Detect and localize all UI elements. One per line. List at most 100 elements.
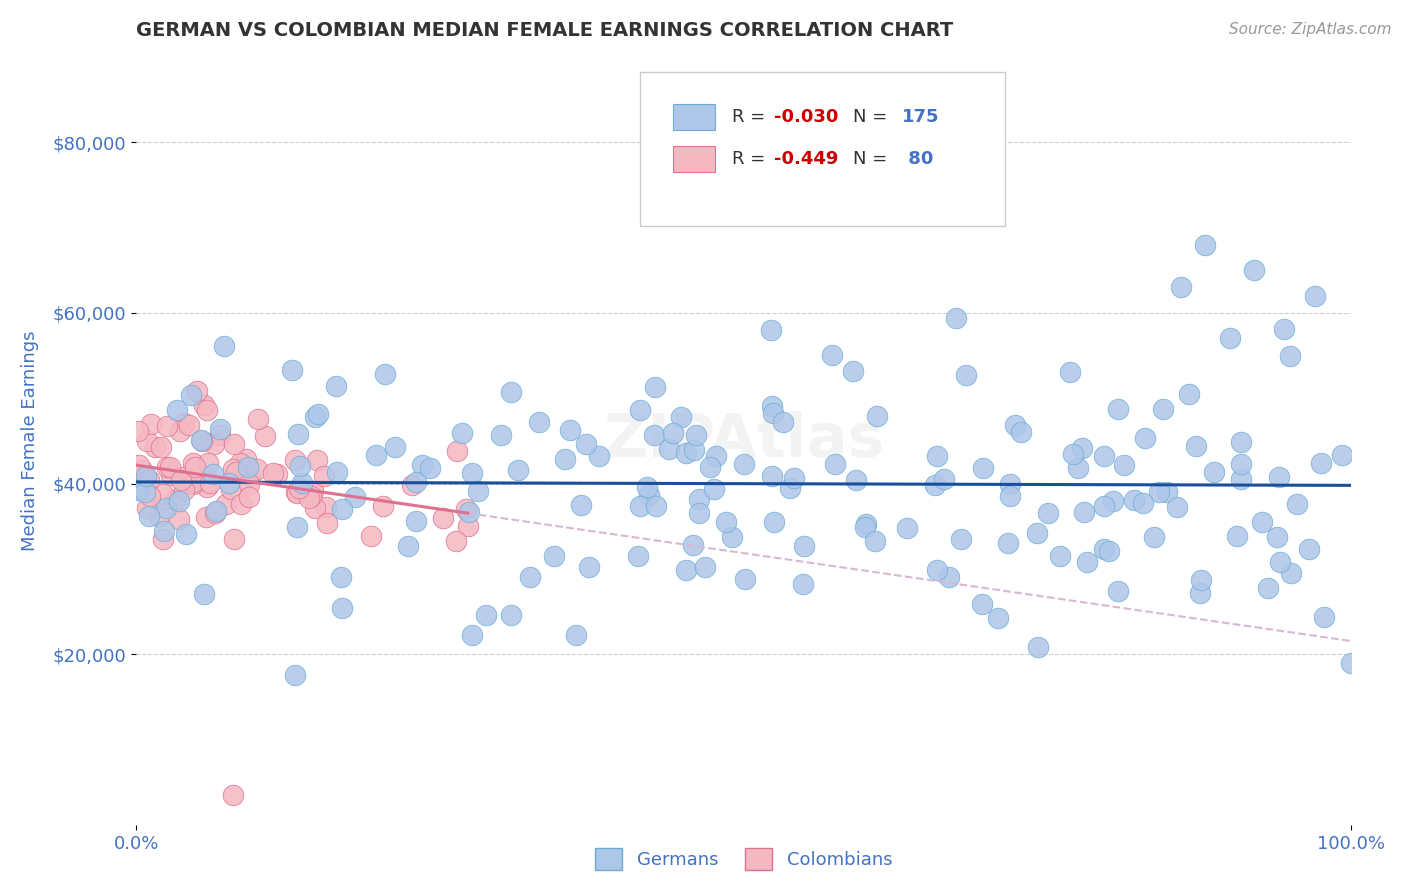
- Point: [183, 475, 205, 489]
- Point: [405, 475, 427, 490]
- Point: [636, 480, 658, 494]
- Point: [682, 538, 704, 552]
- Point: [205, 504, 228, 518]
- Point: [183, 476, 205, 491]
- Point: [987, 611, 1010, 625]
- Point: [344, 491, 367, 505]
- Point: [186, 384, 208, 398]
- Point: [1004, 418, 1026, 433]
- Point: [1135, 431, 1157, 445]
- Point: [564, 627, 586, 641]
- Point: [475, 608, 498, 623]
- Point: [285, 486, 308, 500]
- Text: ZIPAtlas: ZIPAtlas: [603, 411, 884, 470]
- Point: [772, 415, 794, 429]
- Point: [783, 471, 806, 485]
- Point: [793, 540, 815, 554]
- Point: [214, 497, 236, 511]
- Point: [131, 463, 153, 477]
- Point: [683, 442, 706, 457]
- Point: [177, 418, 200, 433]
- Point: [190, 433, 212, 447]
- Point: [285, 520, 308, 534]
- Point: [330, 502, 353, 516]
- Point: [759, 323, 782, 337]
- Point: [246, 462, 269, 476]
- Point: [519, 569, 541, 583]
- Point: [183, 456, 205, 470]
- Point: [554, 452, 576, 467]
- Point: [638, 488, 661, 502]
- Point: [658, 442, 681, 456]
- Point: [688, 506, 710, 520]
- Point: [628, 499, 651, 513]
- Point: [411, 458, 433, 472]
- Point: [1092, 500, 1115, 514]
- Point: [644, 499, 666, 513]
- Point: [1189, 585, 1212, 599]
- Point: [315, 500, 337, 514]
- Point: [159, 467, 181, 482]
- Point: [1310, 456, 1333, 470]
- Point: [198, 475, 221, 490]
- Point: [155, 500, 177, 515]
- Point: [195, 510, 218, 524]
- Point: [1270, 555, 1292, 569]
- Point: [721, 530, 744, 544]
- Point: [371, 499, 394, 513]
- Point: [501, 384, 523, 399]
- Point: [246, 412, 269, 426]
- Point: [824, 457, 846, 471]
- Point: [284, 668, 307, 682]
- Point: [762, 406, 785, 420]
- Text: 80: 80: [901, 150, 934, 168]
- Point: [761, 399, 783, 413]
- Point: [628, 403, 651, 417]
- Point: [955, 368, 977, 383]
- Point: [972, 461, 994, 475]
- Point: [569, 498, 592, 512]
- Point: [1101, 493, 1123, 508]
- Point: [688, 491, 710, 506]
- Point: [193, 398, 215, 412]
- Point: [1112, 458, 1135, 473]
- Point: [169, 494, 191, 508]
- Point: [1107, 401, 1129, 416]
- Point: [183, 459, 205, 474]
- Point: [209, 422, 232, 436]
- Point: [329, 570, 352, 584]
- Point: [291, 476, 314, 491]
- Point: [1049, 549, 1071, 563]
- Text: 175: 175: [901, 108, 939, 126]
- Point: [1066, 461, 1088, 475]
- Point: [222, 437, 245, 451]
- Point: [1177, 386, 1199, 401]
- Point: [762, 516, 785, 530]
- Point: [1123, 493, 1146, 508]
- Point: [153, 524, 176, 539]
- Point: [304, 501, 326, 516]
- Point: [167, 511, 190, 525]
- Point: [288, 481, 311, 495]
- Point: [191, 434, 214, 448]
- Point: [458, 505, 481, 519]
- Point: [866, 409, 889, 423]
- Point: [266, 467, 288, 482]
- Point: [1132, 496, 1154, 510]
- Point: [139, 490, 162, 504]
- Point: [135, 501, 157, 516]
- Point: [461, 467, 484, 481]
- Point: [1230, 472, 1253, 486]
- Point: [239, 469, 262, 483]
- Point: [1152, 401, 1174, 416]
- Point: [238, 460, 260, 475]
- Point: [254, 429, 277, 443]
- Point: [173, 416, 195, 430]
- Point: [152, 532, 174, 546]
- Text: R =: R =: [731, 150, 770, 168]
- Point: [174, 526, 197, 541]
- Point: [299, 489, 322, 503]
- Point: [326, 465, 349, 479]
- Point: [1092, 541, 1115, 556]
- Point: [685, 428, 707, 442]
